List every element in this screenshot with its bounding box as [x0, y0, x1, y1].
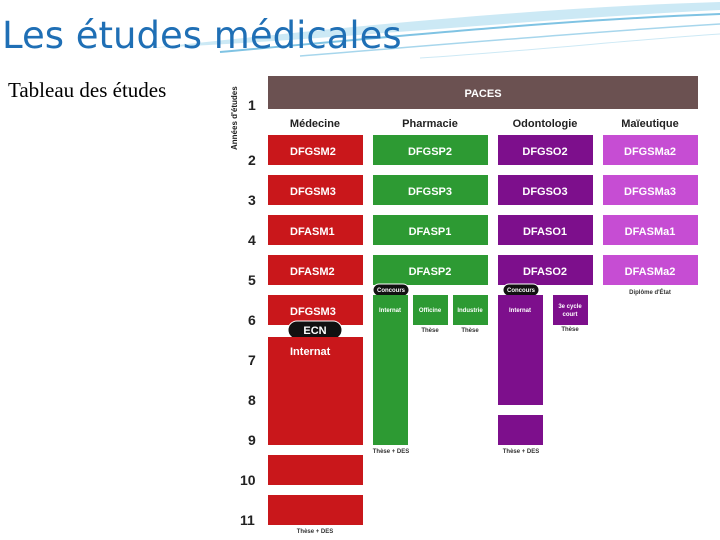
- maieutique-year5-label: DFASMa2: [625, 266, 676, 278]
- pharmacie-year4-label: DFASP1: [409, 226, 452, 238]
- pharmacie-concours-label: Concours: [377, 288, 406, 294]
- title-swoosh-decoration: [150, 2, 720, 59]
- pharmacie-year2-label: DFGSP2: [408, 146, 452, 158]
- odontologie-concours-label: Concours: [507, 288, 536, 294]
- column-header-maieutique: Maïeutique: [621, 118, 678, 130]
- medecine-column: DFGSM2 DFGSM3 DFASM1 DFASM2 DFGSM3 ECN I…: [268, 135, 363, 535]
- odontologie-3e-cycle-label: 3e cycle: [558, 304, 582, 310]
- maieutique-year4-box: [603, 215, 698, 245]
- year-label-6: 6: [248, 312, 256, 328]
- studies-diagram: Années d'études 1 2 3 4 5 6 7 8 9 10 11 …: [228, 72, 706, 538]
- year-label-1: 1: [248, 97, 256, 113]
- odontologie-year5-label: DFASO2: [523, 266, 567, 278]
- medecine-internat-label: Internat: [290, 346, 331, 358]
- year-label-10: 10: [240, 472, 256, 488]
- paces-label: PACES: [464, 88, 501, 100]
- odontologie-internat-label: Internat: [509, 308, 531, 314]
- year-label-9: 9: [248, 432, 256, 448]
- year-label-2: 2: [248, 152, 256, 168]
- pharmacie-year3-box: [373, 175, 488, 205]
- medecine-year2-box: [268, 135, 363, 165]
- medecine-year6-label: DFGSM3: [290, 306, 336, 318]
- medecine-year4-label: DFASM1: [290, 226, 335, 238]
- odontologie-column: DFGSO2 DFGSO3 DFASO1 DFASO2 Concours Int…: [498, 135, 593, 455]
- maieutique-year5-box: [603, 255, 698, 285]
- year-label-3: 3: [248, 192, 256, 208]
- maieutique-year2-label: DFGSMa2: [624, 146, 676, 158]
- pharmacie-year4-box: [373, 215, 488, 245]
- odontologie-year2-box: [498, 135, 593, 165]
- odontologie-year5-box: [498, 255, 593, 285]
- pharmacie-officine-label: Officine: [419, 308, 442, 314]
- pharmacie-year3-label: DFGSP3: [408, 186, 452, 198]
- pharmacie-officine-these-label: Thèse: [421, 328, 439, 334]
- paces-bar: [268, 76, 698, 109]
- medecine-year5-label: DFASM2: [290, 266, 335, 278]
- year-label-8: 8: [248, 392, 256, 408]
- medecine-year11-box: [268, 495, 363, 525]
- pharmacie-industrie-these-label: Thèse: [461, 328, 479, 334]
- column-header-odontologie: Odontologie: [513, 118, 578, 130]
- medecine-end-label: Thèse + DES: [297, 529, 334, 535]
- column-header-medecine: Médecine: [290, 118, 340, 130]
- medecine-year10-box: [268, 455, 363, 485]
- medecine-internat-block: [268, 337, 363, 445]
- odontologie-year3-label: DFGSO3: [522, 186, 567, 198]
- pharmacie-internat-block: [373, 295, 408, 445]
- slide-subtitle: Tableau des études: [8, 78, 167, 102]
- medecine-year2-label: DFGSM2: [290, 146, 336, 158]
- medecine-year3-label: DFGSM3: [290, 186, 336, 198]
- odontologie-year4-box: [498, 215, 593, 245]
- medecine-year4-box: [268, 215, 363, 245]
- year-label-5: 5: [248, 272, 256, 288]
- odontologie-year2-label: DFGSO2: [522, 146, 567, 158]
- year-label-7: 7: [248, 352, 256, 368]
- medecine-year5-box: [268, 255, 363, 285]
- pharmacie-year5-box: [373, 255, 488, 285]
- maieutique-year4-label: DFASMa1: [625, 226, 676, 238]
- odontologie-year4-label: DFASO1: [523, 226, 567, 238]
- odontologie-year9-box: [498, 415, 543, 445]
- year-label-4: 4: [248, 232, 256, 248]
- maieutique-year2-box: [603, 135, 698, 165]
- odontologie-internat-block: [498, 295, 543, 405]
- odontologie-year3-box: [498, 175, 593, 205]
- odontologie-3e-cycle-box: [553, 295, 588, 325]
- pharmacie-end-label: Thèse + DES: [373, 449, 410, 455]
- odontologie-these-label: Thèse: [561, 327, 579, 333]
- slide-title: Les études médicales: [2, 14, 402, 57]
- pharmacie-column: DFGSP2 DFGSP3 DFASP1 DFASP2 Concours Int…: [372, 135, 488, 455]
- ecn-label: ECN: [303, 325, 326, 337]
- pharmacie-industrie-box: [453, 295, 488, 325]
- medecine-year6-box: [268, 295, 363, 325]
- pharmacie-year2-box: [373, 135, 488, 165]
- pharmacie-year5-label: DFASP2: [409, 266, 452, 278]
- maieutique-year3-box: [603, 175, 698, 205]
- maieutique-column: DFGSMa2 DFGSMa3 DFASMa1 DFASMa2 Diplôme …: [603, 135, 698, 296]
- odontologie-end-label: Thèse + DES: [503, 449, 540, 455]
- medecine-year3-box: [268, 175, 363, 205]
- pharmacie-internat-label: Internat: [379, 308, 401, 314]
- maieutique-year3-label: DFGSMa3: [624, 186, 676, 198]
- column-header-pharmacie: Pharmacie: [402, 118, 458, 130]
- years-axis-title: Années d'études: [230, 86, 239, 150]
- year-label-11: 11: [240, 512, 255, 528]
- pharmacie-industrie-label: Industrie: [457, 308, 483, 314]
- odontologie-court-label: court: [563, 312, 578, 318]
- maieutique-end-label: Diplôme d'État: [629, 288, 671, 296]
- pharmacie-officine-box: [413, 295, 448, 325]
